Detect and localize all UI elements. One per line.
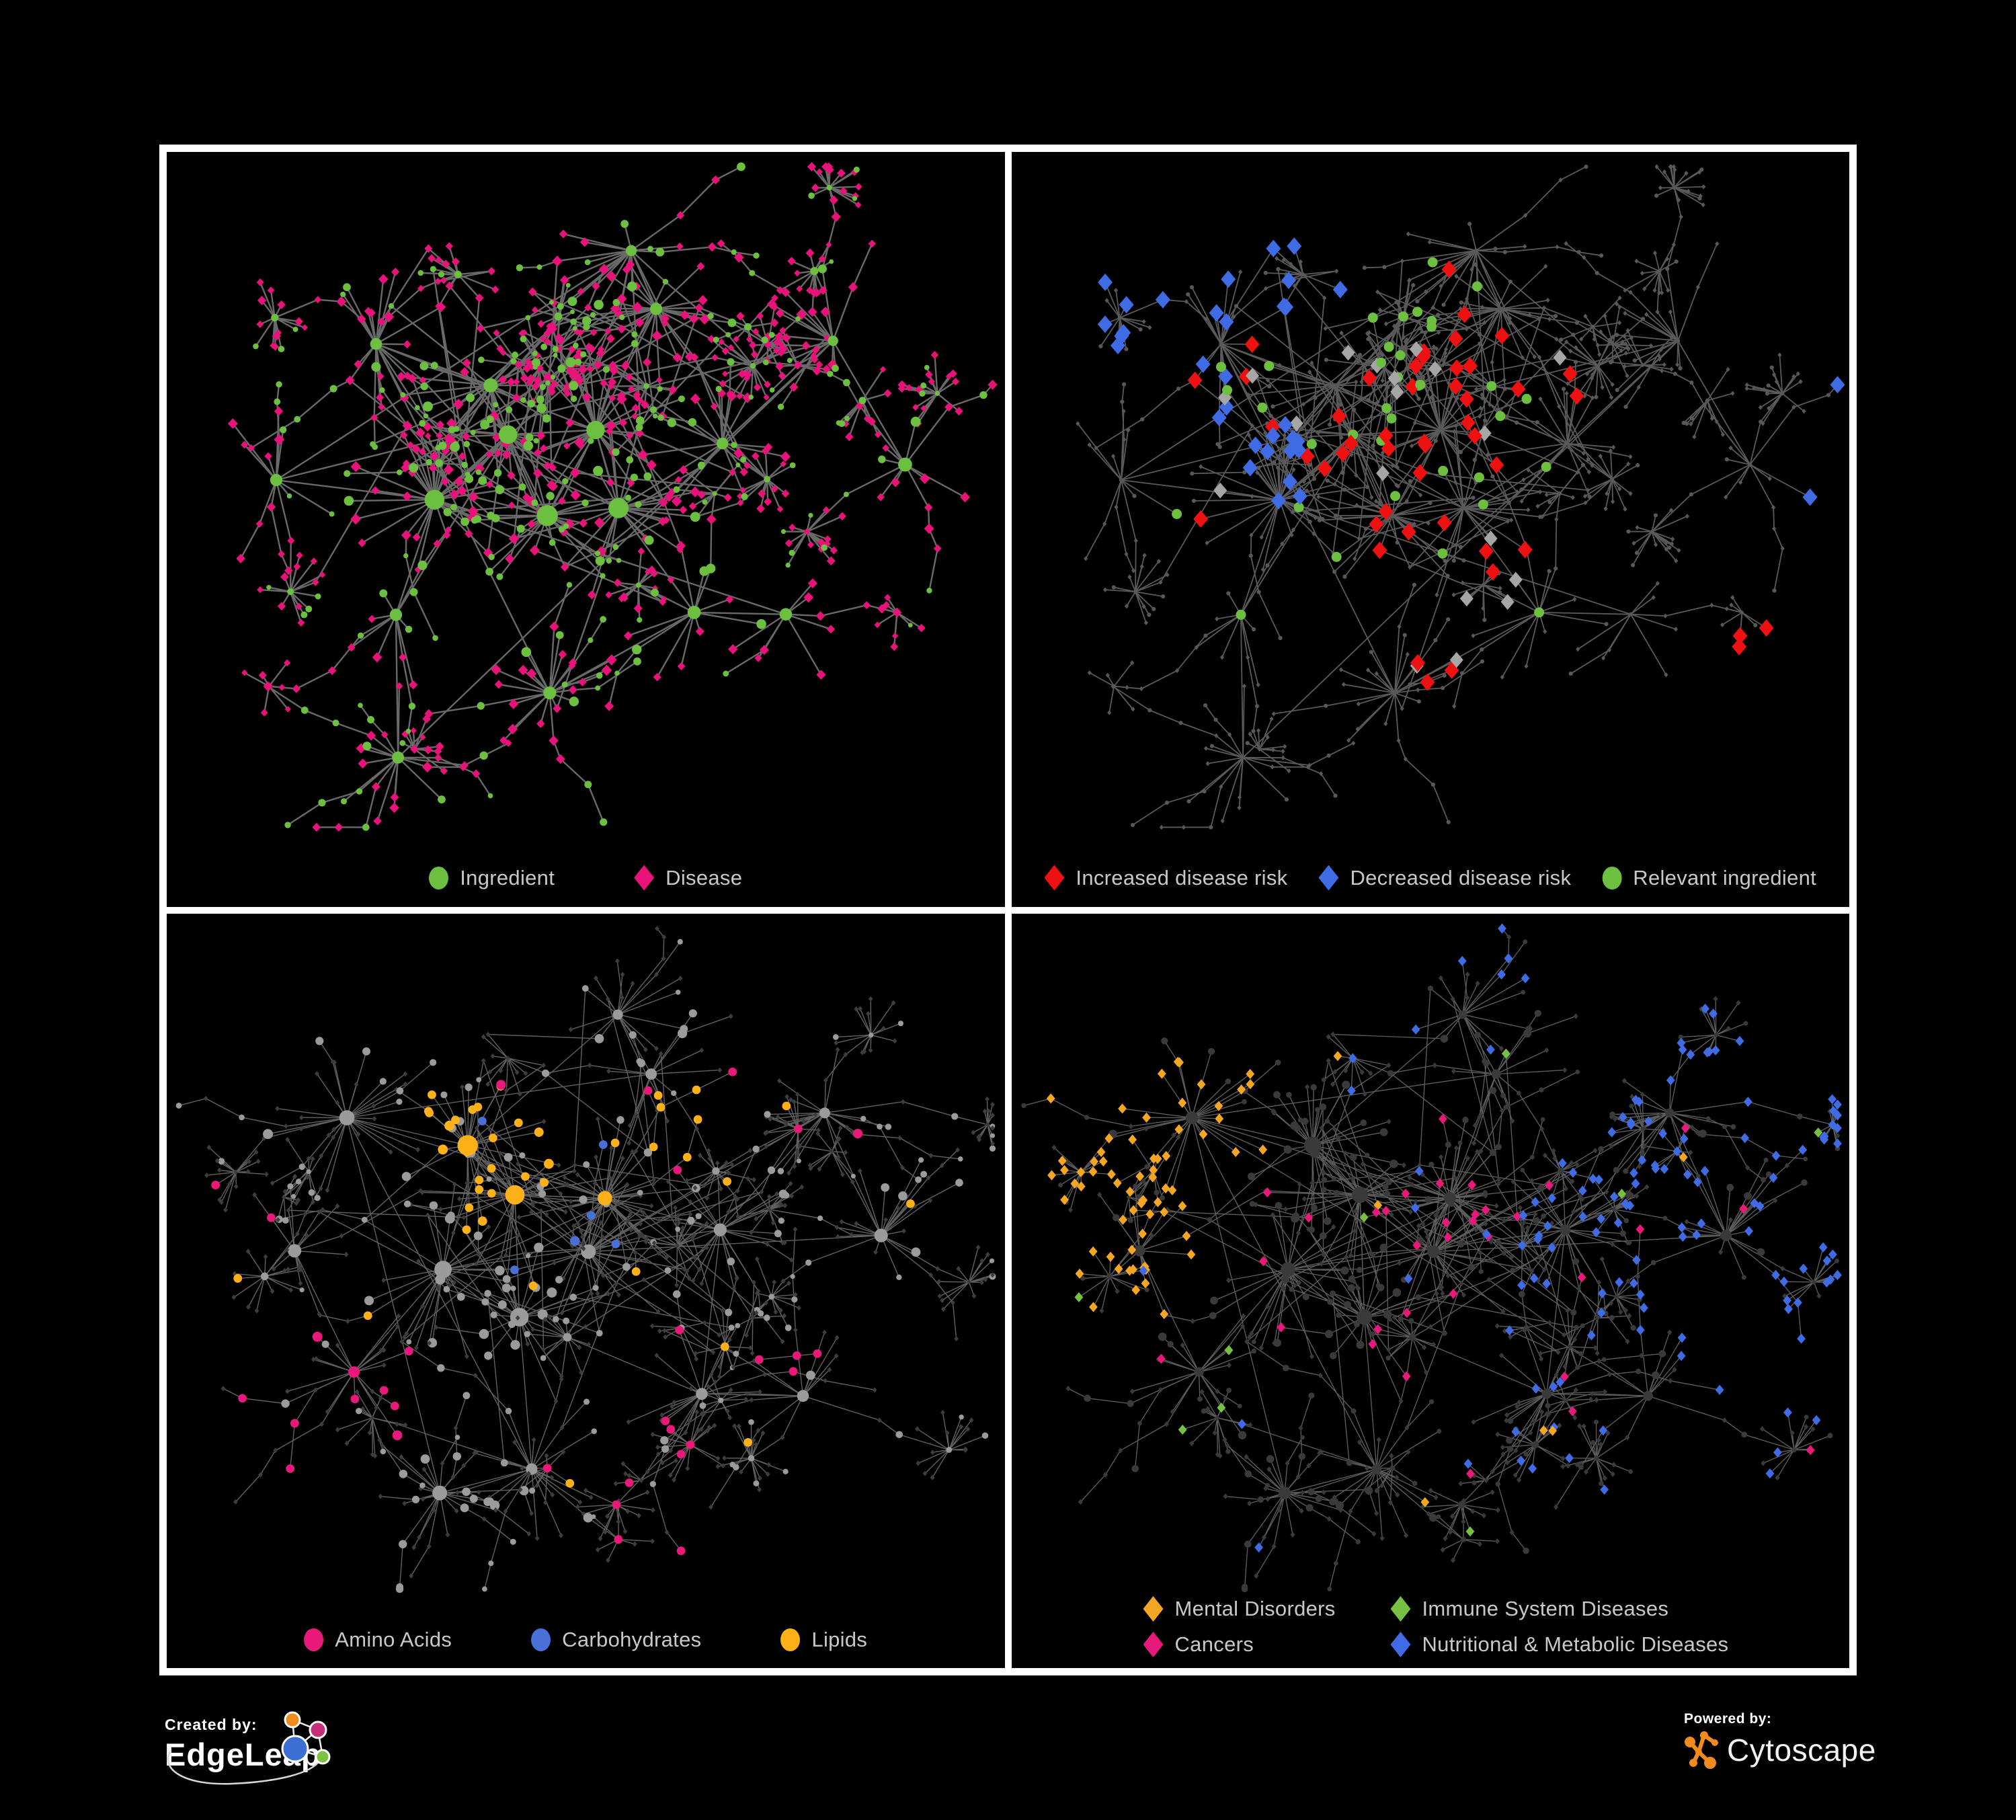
legend-label: Mental Disorders: [1174, 1597, 1336, 1620]
legend-disease-categories: Mental Disorders Immune System Diseases Ca…: [1143, 1596, 1729, 1657]
edges-layer: [1077, 166, 1838, 828]
panel-disease-risk: Increased disease risk Decreased disease …: [1011, 152, 1849, 907]
cytoscape-logo-icon: [1685, 1731, 1718, 1769]
network-canvas-disease-risk: [1075, 164, 1845, 830]
nodes-layer: [175, 925, 996, 1593]
diamond-swatch: [634, 865, 655, 891]
diamond-swatch: [1390, 1596, 1411, 1622]
legend-label: Decreased disease risk: [1350, 865, 1572, 889]
legend-label: Carbohydrates: [562, 1628, 702, 1651]
network-canvas-ingredient-disease: [227, 162, 998, 832]
legend-item: Relevant ingredient: [1602, 866, 1816, 890]
legend-item: Nutritional & Metabolic Diseases: [1390, 1632, 1729, 1657]
powered-by-label: Powered by:: [1684, 1711, 1772, 1727]
diamond-swatch: [1143, 1632, 1164, 1657]
diamond-swatch: [1318, 865, 1339, 891]
legend-item: Increased disease risk: [1044, 865, 1287, 891]
legend-label: Immune System Diseases: [1422, 1597, 1669, 1620]
legend-label: Lipids: [811, 1628, 868, 1651]
edgeleap-credit: Created by: EdgeLeap: [165, 1711, 387, 1810]
highlight-layer: [211, 1067, 915, 1555]
legend-label: Nutritional & Metabolic Diseases: [1422, 1632, 1729, 1656]
legend-item: Decreased disease risk: [1318, 865, 1571, 891]
legend-item: Disease: [634, 865, 742, 891]
circle-swatch: [780, 1628, 801, 1651]
legend-label: Ingredient: [460, 865, 555, 889]
legend-item: Amino Acids: [304, 1628, 452, 1652]
legend-item: Cancers: [1143, 1632, 1391, 1657]
legend-item: Lipids: [780, 1628, 867, 1652]
legend-disease-risk: Increased disease risk Decreased disease …: [1044, 865, 1816, 891]
legend-ingredient-disease: Ingredient Disease: [429, 865, 742, 891]
diamond-swatch: [1143, 1596, 1164, 1622]
nodes-layer: [1020, 934, 1841, 1592]
legend-nutrient-classes: Amino Acids Carbohydrates Lipids: [304, 1628, 867, 1652]
circle-swatch: [531, 1628, 551, 1651]
circle-swatch: [1602, 866, 1622, 889]
network-canvas-disease-categories: [1020, 922, 1842, 1592]
legend-item: Mental Disorders: [1143, 1596, 1391, 1622]
legend-label: Amino Acids: [335, 1628, 452, 1651]
legend-item: Immune System Diseases: [1390, 1596, 1729, 1622]
legend-label: Cancers: [1174, 1632, 1254, 1656]
cytoscape-logo-row: Cytoscape: [1684, 1730, 1899, 1770]
highlight-layer: [253, 162, 987, 831]
diamond-swatch: [1390, 1632, 1411, 1657]
cytoscape-logo-text: Cytoscape: [1727, 1733, 1876, 1768]
legend-item: Ingredient: [429, 866, 555, 890]
panel-nutrient-classes: Amino Acids Carbohydrates Lipids: [167, 913, 1005, 1668]
panel-ingredient-disease: Ingredient Disease: [167, 152, 1005, 907]
edgeleap-logo-icon: [167, 1711, 331, 1785]
cytoscape-credit: Powered by: Cytoscape: [1684, 1711, 1899, 1770]
highlight-layer: [1097, 237, 1845, 691]
diamond-swatch: [1044, 865, 1065, 891]
network-canvas-nutrient-classes: [175, 925, 996, 1593]
nodes-layer: [1075, 164, 1830, 830]
legend-item: Carbohydrates: [531, 1628, 701, 1652]
legend-label: Disease: [666, 865, 743, 889]
nodes-layer: [227, 162, 998, 832]
panel-disease-categories: Mental Disorders Immune System Diseases Ca…: [1011, 913, 1849, 1668]
created-by-label: Created by:: [165, 1716, 257, 1733]
legend-label: Relevant ingredient: [1633, 865, 1817, 889]
circle-swatch: [304, 1628, 324, 1651]
circle-swatch: [429, 866, 449, 889]
panel-grid: Ingredient Disease Increased disease risk…: [159, 145, 1857, 1675]
highlight-layer: [1046, 922, 1842, 1552]
legend-label: Increased disease risk: [1076, 865, 1288, 889]
